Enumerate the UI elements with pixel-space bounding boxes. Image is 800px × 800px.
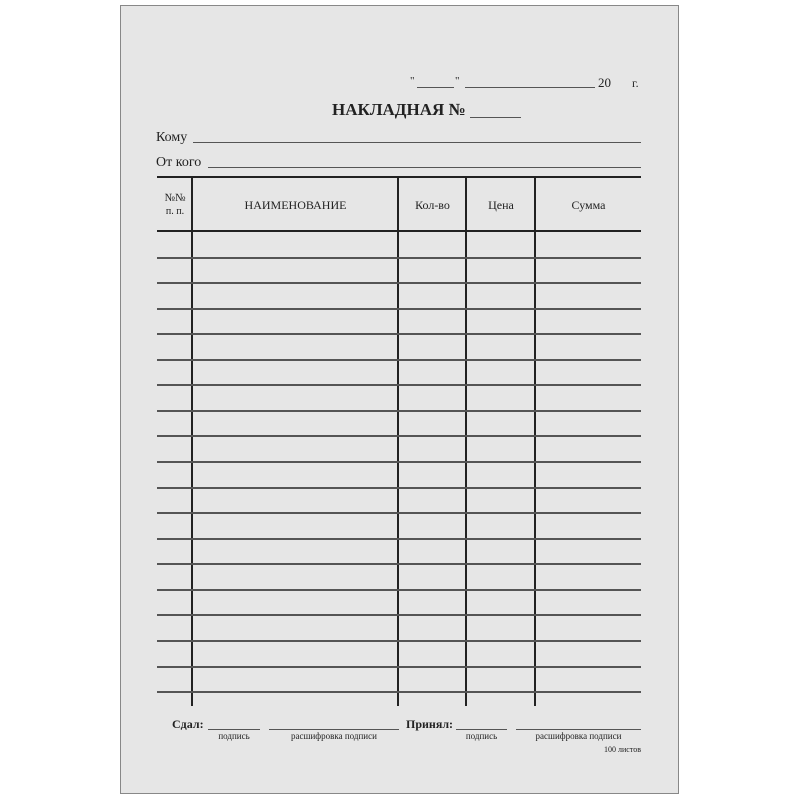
table-row-line bbox=[157, 282, 641, 284]
table-row-line bbox=[157, 563, 641, 565]
column-header-sum: Сумма bbox=[571, 198, 606, 212]
table-row-line bbox=[157, 359, 641, 361]
date-day-field[interactable] bbox=[417, 87, 454, 88]
table-row-line bbox=[157, 512, 641, 514]
date-year-suffix: г. bbox=[632, 76, 639, 90]
table-row-line bbox=[157, 461, 641, 463]
column-divider bbox=[397, 177, 399, 706]
table-row-line bbox=[157, 666, 641, 668]
table-row-line bbox=[157, 614, 641, 616]
date-open-quote: " bbox=[410, 75, 415, 87]
invoice-number-field[interactable] bbox=[470, 117, 521, 118]
date-month-field[interactable] bbox=[465, 87, 595, 88]
received-signature-caption: подпись bbox=[465, 731, 498, 741]
table-row-line bbox=[157, 640, 641, 642]
column-divider bbox=[534, 177, 536, 706]
column-header-number-sub: п. п. bbox=[165, 206, 185, 217]
handed-decode-field[interactable] bbox=[269, 729, 399, 730]
received-label: Принял: bbox=[406, 717, 454, 731]
column-header-number: №№ bbox=[164, 192, 186, 204]
page-title: НАКЛАДНАЯ № bbox=[332, 100, 466, 119]
handed-signature-caption: подпись bbox=[218, 731, 250, 741]
to-field[interactable] bbox=[193, 142, 641, 143]
sheet-count: 100 листов bbox=[604, 745, 641, 754]
table-row-line bbox=[157, 691, 641, 693]
column-header-price: Цена bbox=[488, 198, 514, 212]
to-label: Кому bbox=[156, 130, 188, 145]
handed-decode-caption: расшифровка подписи bbox=[291, 731, 377, 741]
date-close-quote: " bbox=[455, 75, 460, 87]
table-header-bottom-border bbox=[157, 230, 641, 232]
from-label: От кого bbox=[156, 155, 202, 170]
column-divider bbox=[191, 177, 193, 706]
table-row-line bbox=[157, 333, 641, 335]
table-row-line bbox=[157, 538, 641, 540]
table-row-line bbox=[157, 487, 641, 489]
from-field[interactable] bbox=[208, 167, 641, 168]
table-row-line bbox=[157, 257, 641, 259]
handed-label: Сдал: bbox=[172, 717, 204, 731]
received-signature-field[interactable] bbox=[456, 729, 507, 730]
received-decode-field[interactable] bbox=[516, 729, 641, 730]
table-row-line bbox=[157, 589, 641, 591]
table-row-line bbox=[157, 384, 641, 386]
received-decode-caption: расшифровка подписи bbox=[535, 731, 622, 741]
table-row-line bbox=[157, 410, 641, 412]
column-header-name: НАИМЕНОВАНИЕ bbox=[244, 198, 347, 212]
handed-signature-field[interactable] bbox=[208, 729, 260, 730]
table-row-line bbox=[157, 308, 641, 310]
invoice-form-page bbox=[120, 5, 679, 794]
column-divider bbox=[465, 177, 467, 706]
table-top-border bbox=[157, 176, 641, 178]
table-row-line bbox=[157, 435, 641, 437]
column-header-quantity: Кол-во bbox=[415, 198, 450, 212]
date-year-prefix: 20 bbox=[598, 75, 611, 90]
